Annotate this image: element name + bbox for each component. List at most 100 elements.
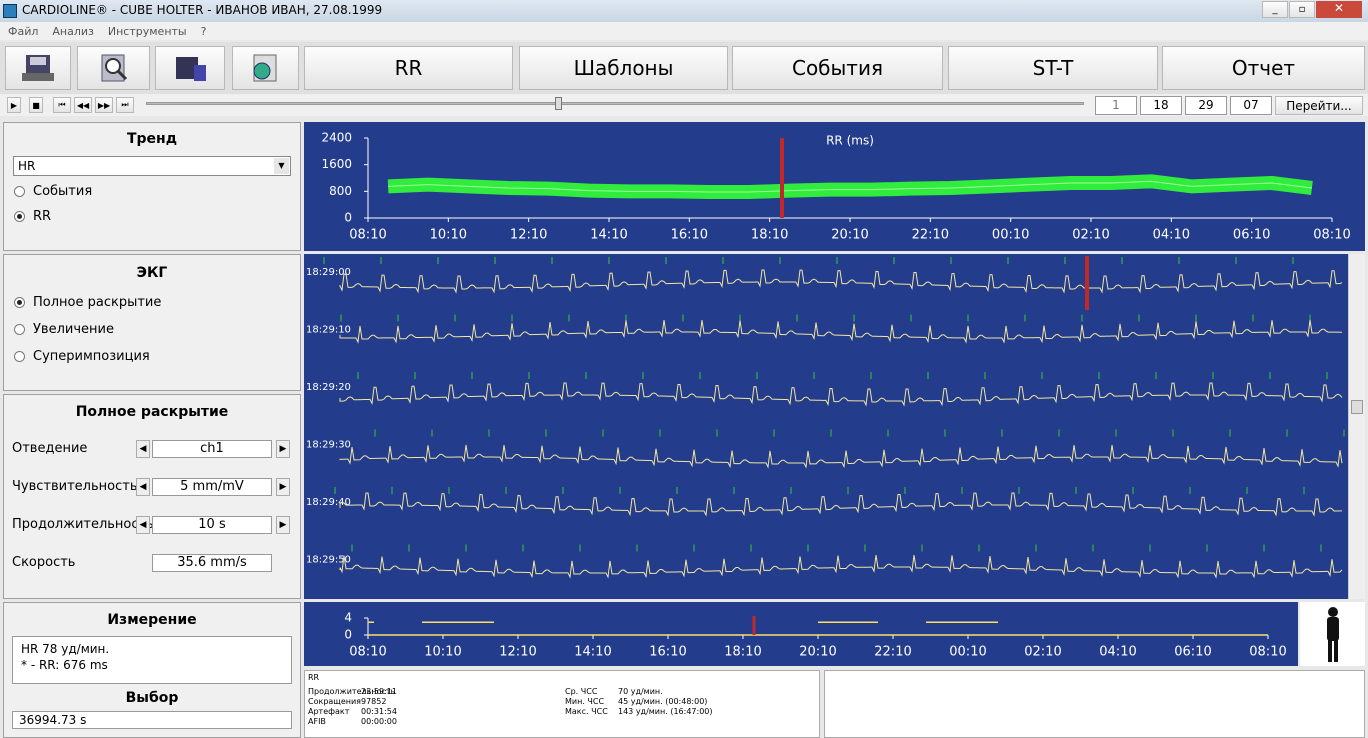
setting-value[interactable]: 5 mm/mV <box>152 478 272 496</box>
rr-trend-chart: 0 800 1600 2400 08:10 10:10 12:10 14:10 16:10 18:… <box>304 122 1365 251</box>
decrease-button[interactable]: ◀ <box>136 440 150 458</box>
decrease-button[interactable]: ◀ <box>136 516 150 534</box>
radio-option[interactable]: События <box>14 184 92 199</box>
x-tick-label: 16:10 <box>671 228 708 243</box>
strip-time: 18:29:30 <box>306 440 351 451</box>
time-slider[interactable] <box>146 102 1084 105</box>
tab-button[interactable]: События <box>732 46 943 90</box>
measurement-panel: Измерение HR 78 уд/мин. * - RR: 676 ms Вы… <box>3 602 301 738</box>
time-field[interactable]: 07 <box>1230 96 1272 115</box>
summary-panel: RR Продолжительность 23:59:11 Сокращения 978… <box>304 670 820 738</box>
radio-option[interactable]: RR <box>14 209 51 224</box>
radio-option[interactable]: Увеличение <box>14 322 114 337</box>
radio-label: RR <box>33 209 52 224</box>
y-tick-label: 4 <box>344 611 352 625</box>
tab-button[interactable]: RR <box>304 46 513 90</box>
scroll-thumb[interactable] <box>1351 400 1363 414</box>
x-tick-label: 20:10 <box>799 645 836 660</box>
summary-label: Артефакт <box>308 707 350 716</box>
maximize-button[interactable]: ▫ <box>1289 1 1315 18</box>
goto-button[interactable]: Перейти... <box>1275 96 1363 115</box>
increase-button[interactable]: ▶ <box>276 516 290 534</box>
setting-value[interactable]: 10 s <box>152 516 272 534</box>
radio-button[interactable] <box>14 297 25 308</box>
prev-button[interactable]: ◀◀ <box>74 97 92 113</box>
increase-button[interactable]: ▶ <box>276 478 290 496</box>
setting-value[interactable]: ch1 <box>152 440 272 458</box>
measurement-line: * - RR: 676 ms <box>21 658 108 672</box>
strip-time: 18:29:00 <box>306 267 351 278</box>
y-tick-label: 0 <box>344 211 352 225</box>
summary-label: Сокращения <box>308 697 361 706</box>
setting-label: Чувствительность <box>12 479 138 494</box>
x-tick-label: 02:10 <box>1024 645 1061 660</box>
summary-value: 143 уд/мин. (16:47:00) <box>618 707 713 716</box>
ecg-trace <box>339 554 1343 579</box>
play-button[interactable]: ▶ <box>7 97 21 113</box>
section-title: Измерение <box>107 612 197 628</box>
x-tick-label: 06:10 <box>1174 645 1211 660</box>
summary-label: Мин. ЧСС <box>565 697 605 706</box>
slider-thumb[interactable] <box>555 97 562 110</box>
strip-time: 18:29:50 <box>306 555 351 566</box>
rr-trend-band <box>387 174 1313 199</box>
selection-field[interactable]: 36994.73 s <box>12 711 292 729</box>
ecg-background <box>304 254 1348 599</box>
tab-button[interactable]: Отчет <box>1162 46 1365 90</box>
x-tick-label: 22:10 <box>874 645 911 660</box>
stop-button[interactable]: ■ <box>29 97 43 113</box>
search-button[interactable] <box>77 46 150 90</box>
section-title: Тренд <box>126 131 178 147</box>
summary-title: RR <box>308 673 320 682</box>
select-arrow[interactable]: ▼ <box>274 158 289 174</box>
radio-option[interactable]: Полное раскрытие <box>14 295 161 310</box>
close-button[interactable]: ✕ <box>1316 1 1362 18</box>
menu-item[interactable]: Анализ <box>52 25 94 38</box>
radio-label: Полное раскрытие <box>33 295 162 310</box>
time-field[interactable]: 29 <box>1185 96 1227 115</box>
strip-time: 18:29:20 <box>306 382 351 393</box>
ecg-trace <box>339 444 1343 469</box>
x-tick-label: 04:10 <box>1099 645 1136 660</box>
search-icon <box>101 54 127 82</box>
trend-select[interactable]: HR ▼ <box>13 156 291 176</box>
menu-item[interactable]: Инструменты <box>107 25 187 38</box>
x-tick-label: 06:10 <box>1233 228 1270 243</box>
x-tick-label: 18:10 <box>724 645 761 660</box>
radio-button[interactable] <box>14 324 25 335</box>
tab-button[interactable]: ST-T <box>948 46 1158 90</box>
measurement-line: HR 78 уд/мин. <box>21 642 110 656</box>
ecg-trace <box>339 269 1343 294</box>
x-tick-label: 14:10 <box>574 645 611 660</box>
next-button[interactable]: ▶▶ <box>95 97 113 113</box>
radio-button[interactable] <box>14 186 25 197</box>
menu-item[interactable]: ? <box>200 25 207 38</box>
menu-bar: Файл Анализ Инструменты? <box>0 22 1368 40</box>
radio-option[interactable]: Суперимпозиция <box>14 349 150 364</box>
tab-button[interactable]: Шаблоны <box>519 46 728 90</box>
save-button[interactable] <box>5 46 71 90</box>
last-button[interactable]: ⏭ <box>116 97 134 113</box>
x-tick-label: 16:10 <box>649 645 686 660</box>
menu-item[interactable]: Файл <box>8 25 39 38</box>
first-button[interactable]: ⏮ <box>53 97 71 113</box>
increase-button[interactable]: ▶ <box>276 440 290 458</box>
setting-value: 35.6 mm/s <box>152 554 272 572</box>
ecg-scrollbar[interactable] <box>1348 254 1365 599</box>
export-button[interactable] <box>232 46 299 90</box>
time-field[interactable]: 1 <box>1095 96 1137 115</box>
minimize-button[interactable]: _ <box>1262 1 1288 18</box>
device-icon <box>176 57 206 81</box>
decrease-button[interactable]: ◀ <box>136 478 150 496</box>
summary-value: 23:59:11 <box>361 687 397 696</box>
section-title: Выбор <box>125 690 179 706</box>
radio-button[interactable] <box>14 211 25 222</box>
section-title: Полное раскрытие <box>75 404 229 420</box>
time-field[interactable]: 18 <box>1140 96 1182 115</box>
measurement-box: HR 78 уд/мин. * - RR: 676 ms <box>12 636 292 684</box>
radio-label: События <box>33 184 93 199</box>
summary-label: Продолжительность <box>308 687 396 696</box>
print-button[interactable] <box>155 46 225 90</box>
x-tick-label: 08:10 <box>349 228 386 243</box>
radio-button[interactable] <box>14 351 25 362</box>
